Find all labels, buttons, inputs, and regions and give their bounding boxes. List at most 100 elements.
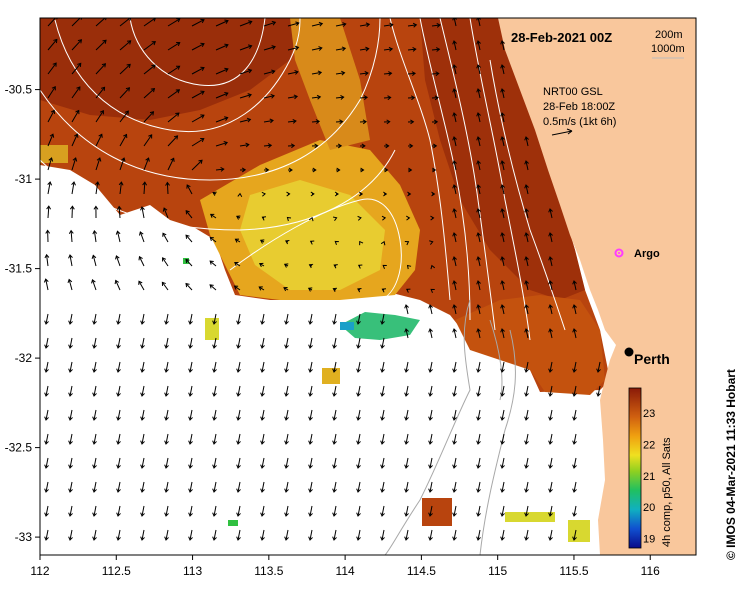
current-arrow [381, 215, 387, 221]
current-arrow [476, 481, 481, 493]
current-arrow [260, 481, 265, 493]
current-arrow [431, 167, 437, 173]
current-arrow [93, 205, 99, 219]
sst-south-patch [455, 295, 605, 395]
current-arrow [44, 409, 49, 421]
current-arrow [308, 433, 313, 445]
current-arrow [260, 505, 265, 517]
current-arrow [233, 285, 241, 291]
current-arrow [236, 337, 241, 349]
current-arrow [44, 361, 49, 373]
current-arrow [452, 208, 457, 219]
current-arrow [284, 361, 289, 373]
current-arrow [47, 157, 54, 171]
current-arrow [335, 167, 341, 173]
current-arrow [548, 256, 553, 267]
current-arrow [68, 385, 73, 397]
current-arrow [46, 205, 52, 219]
current-arrow [119, 87, 131, 99]
current-arrow [357, 215, 362, 221]
current-legend-time: 28-Feb 18:00Z [543, 101, 615, 113]
current-arrow [476, 160, 481, 171]
current-arrow [476, 112, 481, 123]
current-arrow [116, 385, 121, 397]
current-arrow [239, 167, 247, 173]
current-arrow [140, 337, 145, 349]
current-arrow [142, 181, 148, 195]
current-arrow [428, 361, 433, 373]
current-arrow [311, 119, 321, 124]
current-arrow [500, 529, 505, 541]
current-arrow [500, 208, 505, 219]
current-arrow [167, 65, 181, 75]
current-arrow [92, 457, 97, 469]
current-arrow [476, 385, 481, 397]
current-arrow [91, 254, 97, 267]
current-arrow [188, 529, 193, 541]
current-arrow [287, 45, 300, 51]
current-arrow [114, 279, 121, 291]
current-arrow [548, 328, 553, 339]
current-arrow [284, 385, 289, 397]
current-arrow [308, 337, 313, 349]
current-arrow [68, 409, 73, 421]
current-arrow [407, 143, 414, 149]
current-arrow [284, 481, 289, 493]
current-arrow [258, 286, 265, 291]
current-arrow [167, 41, 181, 51]
current-arrow [212, 409, 217, 421]
current-arrow [311, 94, 322, 100]
x-tick-label: 113.5 [254, 564, 283, 578]
x-tick-label: 113 [183, 564, 202, 578]
current-arrow [188, 457, 193, 469]
current-arrow [260, 433, 265, 445]
current-arrow [383, 119, 391, 125]
y-tick-label: -31.5 [5, 262, 33, 276]
current-arrow [356, 385, 361, 397]
current-arrow [476, 232, 481, 243]
current-arrow [215, 141, 229, 147]
current-arrow [308, 529, 313, 541]
current-arrow [524, 256, 529, 267]
y-tick-label: -30.5 [5, 83, 33, 97]
current-arrow [188, 385, 193, 397]
current-arrow [452, 385, 457, 397]
current-arrow [258, 262, 265, 268]
current-arrow [263, 69, 276, 75]
current-arrow [140, 433, 145, 445]
current-arrow [140, 206, 145, 219]
current-arrow [95, 157, 102, 171]
current-arrow [430, 215, 435, 221]
current-arrow [407, 95, 416, 101]
current-arrow [92, 385, 97, 397]
current-arrow [500, 433, 505, 445]
current-arrow [334, 240, 339, 246]
current-arrow [572, 481, 577, 493]
current-arrow [548, 232, 553, 243]
current-arrow [119, 40, 132, 51]
current-arrow [119, 18, 132, 27]
current-arrow [215, 167, 225, 172]
perth-label: Perth [634, 351, 670, 367]
current-arrow [380, 481, 385, 493]
current-arrow [332, 361, 337, 373]
current-arrow [404, 529, 409, 541]
current-arrow [476, 304, 481, 315]
current-arrow [548, 409, 553, 421]
current-arrow [285, 239, 290, 245]
current-arrow [261, 216, 267, 221]
current-arrow [44, 529, 49, 541]
current-arrow [164, 529, 169, 541]
current-arrow [332, 216, 338, 222]
sst-patch-5 [568, 520, 590, 542]
current-arrow [119, 110, 129, 123]
current-arrow [311, 167, 317, 173]
current-arrow [191, 42, 205, 51]
x-tick-label: 114 [336, 564, 355, 578]
current-arrow [333, 264, 338, 269]
current-arrow [548, 529, 553, 541]
colorbar [628, 387, 642, 549]
current-arrow [91, 279, 97, 291]
current-arrow [191, 138, 205, 147]
current-arrow [284, 313, 289, 325]
